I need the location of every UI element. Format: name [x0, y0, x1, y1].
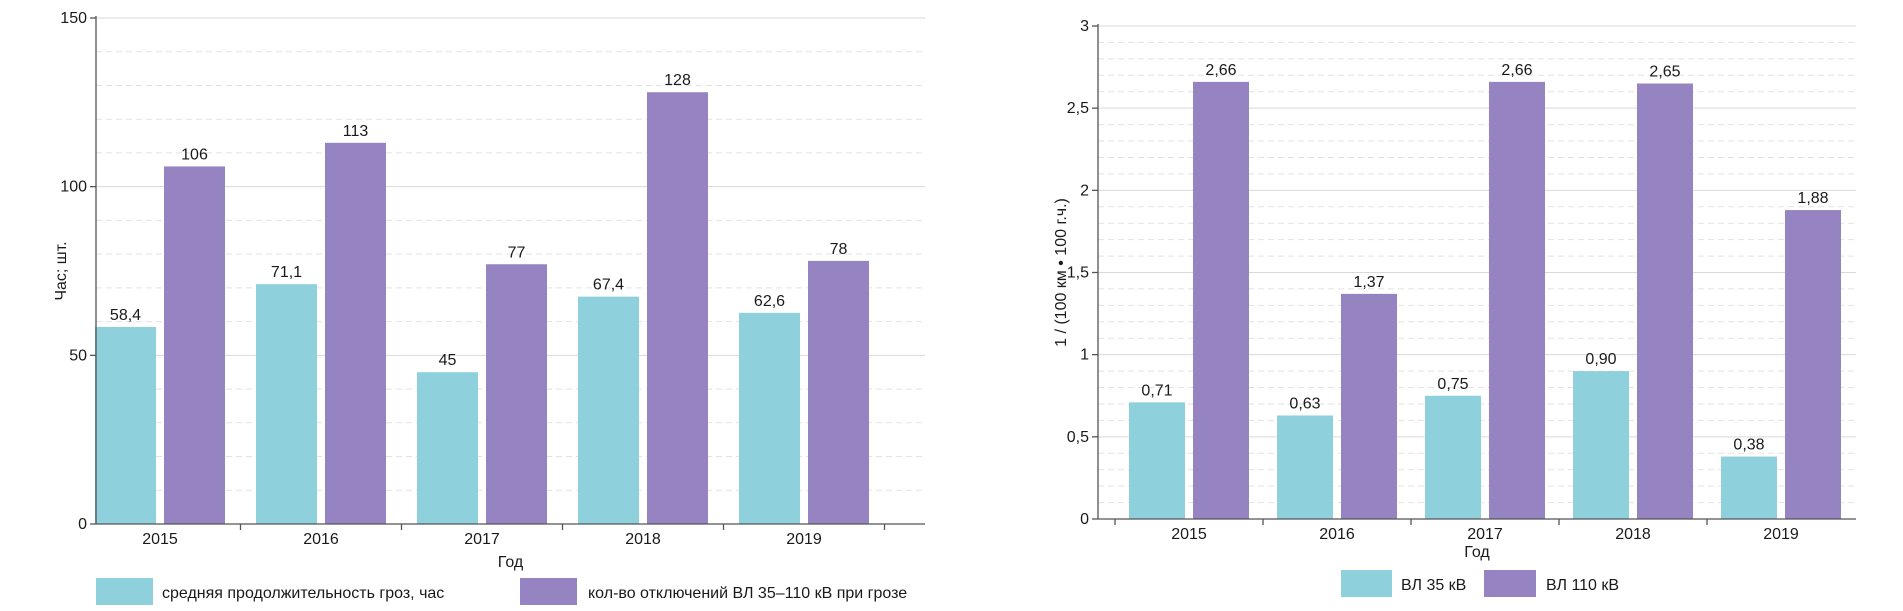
legend-label-series-2: кол-во отключений ВЛ 35–110 кВ при грозе [588, 585, 907, 602]
data-label: 1,37 [1353, 274, 1384, 291]
data-label: 2,66 [1501, 62, 1532, 79]
chart-2: 0,71 0,63 0,75 0,90 0,38 2,66 1,37 2,66 2,65 1,88… [1053, 18, 1856, 597]
data-label: 0,90 [1585, 351, 1616, 368]
data-label: 1,88 [1797, 190, 1828, 207]
bar-2019-series-1 [739, 312, 800, 524]
chart-1: 58,4 71,1 45 67,4 62,6 106 113 77 128 78 0 50 100 150… [53, 10, 925, 605]
data-label: 128 [664, 72, 691, 89]
data-label: 0,38 [1733, 437, 1764, 454]
bar-2015-series-2 [1193, 81, 1249, 519]
data-label: 45 [439, 352, 457, 369]
x-axis-title: Год [1464, 544, 1490, 561]
data-label: 0,75 [1437, 376, 1468, 393]
y-tick-label: 1 [1080, 347, 1089, 364]
y-axis-title: 1 / (100 км • 100 г.ч.) [1053, 198, 1070, 347]
bar-2017-series-2 [1489, 81, 1545, 519]
y-tick-label: 100 [60, 179, 87, 196]
bar-2015-series-1 [95, 326, 156, 524]
data-label: 62,6 [754, 293, 785, 310]
x-tick-label: 2015 [1171, 526, 1207, 543]
x-tick-label: 2017 [464, 531, 500, 548]
bar-2016-series-1 [256, 284, 317, 524]
legend-swatch-series-2 [520, 578, 577, 605]
y-tick-label: 2,5 [1067, 100, 1089, 117]
bar-2015-series-1 [1129, 402, 1185, 519]
y-tick-label: 0 [1080, 511, 1089, 528]
bar-2017-series-2 [486, 264, 547, 524]
data-label: 58,4 [110, 307, 141, 324]
bar-2016-series-2 [1341, 293, 1397, 519]
bar-2018-series-1 [578, 296, 639, 524]
data-label: 71,1 [271, 264, 302, 281]
data-label: 0,63 [1289, 395, 1320, 412]
data-label: 0,71 [1141, 382, 1172, 399]
data-label: 2,66 [1205, 62, 1236, 79]
legend-swatch-series-1 [96, 578, 153, 605]
bar-2016-series-1 [1277, 415, 1333, 519]
bar-2016-series-2 [325, 142, 386, 524]
y-tick-label: 2 [1080, 182, 1089, 199]
legend-label-series-1: средняя продолжительность гроз, час [162, 585, 444, 602]
y-tick-label: 50 [69, 347, 87, 364]
y-tick-label: 1,5 [1067, 265, 1089, 282]
bar-2019-series-2 [808, 260, 869, 524]
data-label: 78 [830, 241, 848, 258]
data-label: 2,65 [1649, 64, 1680, 81]
data-label: 67,4 [593, 277, 624, 294]
data-label: 77 [508, 244, 526, 261]
y-tick-label: 3 [1080, 18, 1089, 35]
y-tick-label: 0,5 [1067, 429, 1089, 446]
x-tick-label: 2019 [786, 531, 822, 548]
x-tick-label: 2016 [303, 531, 339, 548]
y-tick-label: 150 [60, 10, 87, 27]
legend-swatch-series-2 [1484, 570, 1536, 597]
y-tick-label: 0 [78, 516, 87, 533]
bar-2018-series-2 [647, 92, 708, 525]
legend-label-series-1: ВЛ 35 кВ [1401, 577, 1466, 594]
x-tick-label: 2015 [142, 531, 178, 548]
x-tick-label: 2016 [1319, 526, 1355, 543]
bar-2019-series-1 [1721, 456, 1777, 519]
legend-label-series-2: ВЛ 110 кВ [1546, 577, 1619, 594]
x-tick-label: 2018 [625, 531, 661, 548]
data-label: 113 [343, 123, 369, 140]
bar-2018-series-1 [1573, 371, 1629, 519]
x-tick-label: 2017 [1467, 526, 1503, 543]
x-axis-title: Год [498, 554, 524, 571]
legend-swatch-series-1 [1341, 570, 1392, 597]
x-tick-label: 2019 [1763, 526, 1799, 543]
data-label: 106 [181, 146, 208, 163]
bar-2018-series-2 [1637, 83, 1693, 520]
bar-2017-series-1 [417, 372, 478, 524]
bar-2017-series-1 [1425, 395, 1481, 519]
x-tick-label: 2018 [1615, 526, 1651, 543]
bar-2015-series-2 [164, 166, 225, 524]
bar-2019-series-2 [1785, 210, 1841, 519]
y-axis-title: Час; шт. [53, 241, 70, 300]
